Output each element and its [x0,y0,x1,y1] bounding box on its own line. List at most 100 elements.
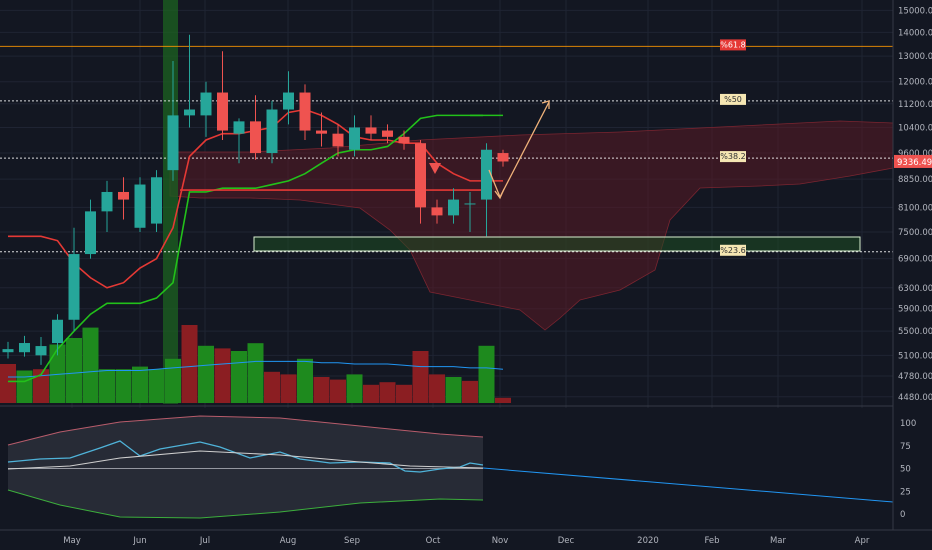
candle-body [283,92,294,110]
time-tick-label: May [63,536,81,546]
volume-bar [66,338,82,403]
time-tick-label: Feb [704,536,719,546]
kijun-line [8,114,503,383]
price-tick-label: 5100.00 [898,351,932,361]
time-tick-label: Apr [855,536,870,546]
volume-bar [247,343,264,403]
candle-body [52,319,63,344]
candle-body [382,130,393,137]
fib-label-bg [720,93,746,105]
fib-label-bg [720,39,746,51]
candle-body [464,203,476,205]
candle-body [431,207,443,216]
volume-bar [99,369,115,403]
fib-label[interactable]: %38.2 [720,151,746,163]
time-tick-label: Oct [426,536,441,546]
volume-bar [49,344,66,403]
oscillator-tick-label: 100 [900,419,916,429]
volume-bar [363,384,379,403]
volume-bar [478,345,495,403]
price-tick-label: 14000.00 [898,28,932,38]
volume-bar [462,380,478,403]
volume-bar [280,374,297,403]
projection-arrowhead-down [494,188,505,200]
candle-body [497,153,509,162]
candle-body [481,149,492,200]
oscillator-main-line [7,440,484,473]
last-price-label: 9336.49 [897,158,932,168]
fib-label[interactable]: %61.8 [720,39,746,51]
candle-body [233,121,245,134]
volume-bar [330,379,346,403]
volume-bar [313,377,330,403]
volume-bar [214,348,231,403]
oscillator-lower-band [7,489,484,519]
candle-body [19,343,30,353]
candle-body [184,109,195,116]
last-price-tag [894,154,932,168]
price-tick-label: 13000.00 [898,52,932,62]
volume-bar [115,369,132,403]
time-tick-label: Nov [492,536,509,546]
time-tick-label: Sep [344,536,360,546]
price-tick-label: 5900.00 [898,305,932,315]
volume-bar [445,377,462,403]
price-tick-label: 4480.00 [898,393,932,403]
time-tick-label: Jun [132,536,146,546]
volume-bar [495,397,511,403]
oscillator-upper-band [7,415,484,446]
price-tick-label: 5500.00 [898,327,932,337]
oscillator-signal-line [7,450,484,470]
candle-body [151,177,162,224]
oscillator-tick-label: 0 [900,510,905,520]
candle-body [200,92,212,116]
candle-body [68,254,80,320]
price-tick-label: 6900.00 [898,255,932,265]
volume-bar [396,384,412,403]
price-tick-label: 11200.00 [898,100,932,110]
volume-bar [412,351,429,403]
volume-bar [379,382,396,403]
volume-bar [181,325,198,403]
candle-body [349,127,360,150]
price-tick-label: 9600.00 [898,149,932,159]
volume-bar [264,371,280,403]
candle-body [332,133,344,147]
candle-body [365,127,377,134]
volume-bar [231,351,247,403]
volume-bar [429,374,445,403]
projection-arrowhead-up [541,100,550,109]
time-tick-label: Jul [199,536,210,546]
candle-body [299,92,311,131]
candle-body [217,92,228,131]
fib-label[interactable]: %23.6 [720,244,746,256]
volume-bar [33,369,49,403]
candle-body [415,143,426,208]
fib-label-text: %38.2 [720,152,745,161]
green-zone-box[interactable] [253,236,861,252]
price-tick-label: 8850.00 [898,175,932,185]
candle-body [118,191,129,200]
fib-label-text: %23.6 [720,246,745,255]
volume-bar [297,358,313,403]
fib-label-bg [720,244,746,256]
fib-label-text: %50 [724,95,742,104]
fib-label[interactable]: %50 [720,93,746,105]
price-tick-label: 8100.00 [898,203,932,213]
down-triangle-marker [429,163,441,174]
volume-bar [198,345,214,403]
price-tick-label: 6300.00 [898,284,932,294]
candle-body [85,211,96,255]
candle-body [266,109,278,154]
candle-body [448,199,459,216]
volume-bar [82,327,99,403]
candle-body [2,349,14,353]
candle-body [35,346,47,356]
oscillator-tick-label: 75 [900,442,911,452]
oscillator-band [8,416,483,518]
volume-bar [148,369,165,403]
candle-body [250,121,261,154]
candle-body [101,191,113,212]
time-tick-label: Aug [280,536,297,546]
